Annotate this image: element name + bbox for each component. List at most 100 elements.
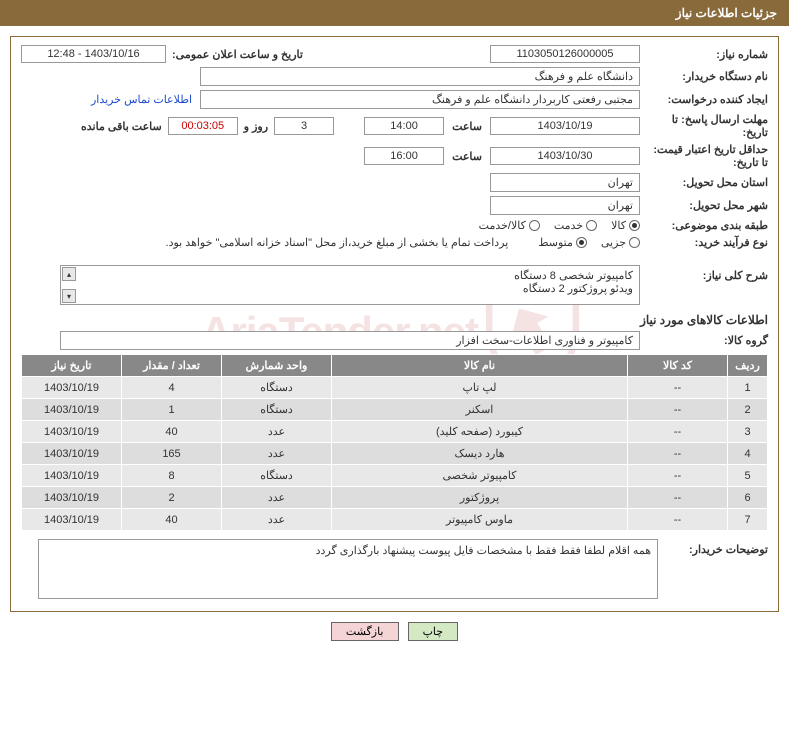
table-cell: دستگاه [222,465,332,487]
radio-icon [586,220,597,231]
days-remaining: 3 [274,117,334,135]
buyer-notes-text: همه اقلام لطفا فقط فقط با مشخصات فایل پی… [316,545,651,557]
table-cell: دستگاه [222,377,332,399]
table-cell: دستگاه [222,399,332,421]
table-cell: 1403/10/19 [22,421,122,443]
col-row: ردیف [728,355,768,377]
items-table: ردیف کد کالا نام کالا واحد شمارش تعداد /… [21,354,768,531]
buyer-notes-textarea[interactable]: همه اقلام لطفا فقط فقط با مشخصات فایل پی… [38,539,658,599]
table-cell: عدد [222,421,332,443]
table-row: 7--ماوس کامپیوترعدد401403/10/19 [22,509,768,531]
table-cell: -- [628,465,728,487]
table-cell: 5 [728,465,768,487]
group-value: کامپیوتر و فناوری اطلاعات-سخت افزار [60,331,640,350]
table-cell: -- [628,421,728,443]
table-cell: اسکنر [332,399,628,421]
validity-time: 16:00 [364,147,444,165]
table-cell: 165 [122,443,222,465]
col-code: کد کالا [628,355,728,377]
table-cell: 40 [122,421,222,443]
need-no-label: شماره نیاز: [640,48,768,61]
main-panel: AriaTender.net شماره نیاز: 1103050126000… [10,36,779,612]
table-cell: 1403/10/19 [22,377,122,399]
process-opt1-label: جزیی [601,236,626,249]
validity-label: حداقل تاریخ اعتبار قیمت: تا تاریخ: [640,143,768,169]
process-radio-medium[interactable]: متوسط [538,236,587,249]
buyer-contact-link[interactable]: اطلاعات تماس خریدار [91,93,192,106]
table-cell: هارد دیسک [332,443,628,465]
process-radio-minor[interactable]: جزیی [601,236,640,249]
summary-label: شرح کلی نیاز: [640,265,768,282]
category-radio-goods[interactable]: کالا [611,219,640,232]
table-cell: -- [628,399,728,421]
table-cell: 6 [728,487,768,509]
table-row: 5--کامپیوتر شخصیدستگاه81403/10/19 [22,465,768,487]
category-radio-both[interactable]: کالا/خدمت [479,219,540,232]
page-title: جزئیات اطلاعات نیاز [676,6,777,20]
col-qty: تعداد / مقدار [122,355,222,377]
requester-value: مجتبی رفعتی کاربردار دانشگاه علم و فرهنگ [200,90,640,109]
table-cell: 1 [728,377,768,399]
table-row: 4--هارد دیسکعدد1651403/10/19 [22,443,768,465]
requester-label: ایجاد کننده درخواست: [640,93,768,106]
announce-value: 1403/10/16 - 12:48 [21,45,166,63]
process-label: نوع فرآیند خرید: [640,236,768,249]
items-section-title: اطلاعات کالاهای مورد نیاز [21,313,768,327]
table-cell: 7 [728,509,768,531]
deadline-label: مهلت ارسال پاسخ: تا تاریخ: [640,113,768,139]
announce-label: تاریخ و ساعت اعلان عمومی: [166,48,303,61]
deadline-time: 14:00 [364,117,444,135]
col-unit: واحد شمارش [222,355,332,377]
table-cell: 40 [122,509,222,531]
table-cell: 1403/10/19 [22,399,122,421]
summary-line-1: کامپیوتر شخصی 8 دستگاه [67,269,633,282]
radio-icon [529,220,540,231]
city-label: شهر محل تحویل: [640,199,768,212]
buyer-notes-label: توضیحات خریدار: [658,539,768,556]
table-cell: 4 [728,443,768,465]
table-cell: 2 [122,487,222,509]
table-cell: عدد [222,509,332,531]
page-header: جزئیات اطلاعات نیاز [0,0,789,26]
table-cell: 1403/10/19 [22,487,122,509]
table-row: 3--کیبورد (صفحه کلید)عدد401403/10/19 [22,421,768,443]
province-label: استان محل تحویل: [640,176,768,189]
group-label: گروه کالا: [640,334,768,347]
table-cell: عدد [222,487,332,509]
summary-textarea[interactable]: کامپیوتر شخصی 8 دستگاه ویدئو پروژکتور 2 … [60,265,640,305]
table-header-row: ردیف کد کالا نام کالا واحد شمارش تعداد /… [22,355,768,377]
table-cell: کامپیوتر شخصی [332,465,628,487]
col-date: تاریخ نیاز [22,355,122,377]
back-button[interactable]: بازگشت [331,622,399,641]
city-value: تهران [490,196,640,215]
table-cell: 1403/10/19 [22,509,122,531]
table-cell: 2 [728,399,768,421]
print-button[interactable]: چاپ [408,622,459,641]
category-radio-service[interactable]: خدمت [554,219,597,232]
table-cell: 3 [728,421,768,443]
category-opt3-label: کالا/خدمت [479,219,526,232]
table-row: 6--پروژکتورعدد21403/10/19 [22,487,768,509]
scroll-down-icon[interactable]: ▾ [62,289,76,303]
table-cell: ماوس کامپیوتر [332,509,628,531]
countdown-timer: 00:03:05 [168,117,238,135]
time-label-2: ساعت [444,150,490,163]
process-note: پرداخت تمام یا بخشی از مبلغ خرید،از محل … [166,236,509,249]
table-cell: عدد [222,443,332,465]
radio-icon [629,220,640,231]
radio-icon [629,237,640,248]
table-cell: 4 [122,377,222,399]
category-opt1-label: کالا [611,219,626,232]
scroll-up-icon[interactable]: ▴ [62,267,76,281]
table-cell: -- [628,377,728,399]
col-name: نام کالا [332,355,628,377]
table-cell: -- [628,443,728,465]
need-no-value: 1103050126000005 [490,45,640,63]
table-row: 2--اسکنردستگاه11403/10/19 [22,399,768,421]
validity-date: 1403/10/30 [490,147,640,165]
table-cell: -- [628,487,728,509]
time-label-1: ساعت [444,120,490,133]
buyer-org-label: نام دستگاه خریدار: [640,70,768,83]
remaining-label: ساعت باقی مانده [75,120,168,133]
province-value: تهران [490,173,640,192]
